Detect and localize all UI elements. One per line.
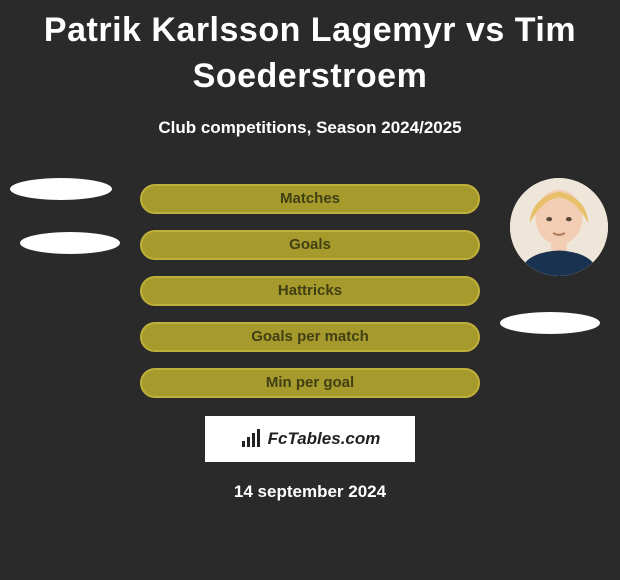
stat-label: Goals bbox=[289, 236, 331, 253]
stat-bar-matches: Matches bbox=[140, 184, 480, 214]
stat-label: Hattricks bbox=[278, 282, 342, 299]
player-avatar-right bbox=[510, 178, 608, 276]
page-title: Patrik Karlsson Lagemyr vs Tim Soederstr… bbox=[0, 8, 620, 100]
date-label: 14 september 2024 bbox=[0, 482, 620, 502]
stat-bar-hattricks: Hattricks bbox=[140, 276, 480, 306]
stat-label: Goals per match bbox=[251, 328, 369, 345]
stat-bar-goals-per-match: Goals per match bbox=[140, 322, 480, 352]
stat-bar-goals: Goals bbox=[140, 230, 480, 260]
stat-label: Min per goal bbox=[266, 374, 354, 391]
value-ellipse-left-1 bbox=[10, 178, 112, 200]
value-ellipse-right-1 bbox=[500, 312, 600, 334]
bar-chart-icon bbox=[240, 429, 266, 449]
avatar-placeholder-icon bbox=[510, 178, 608, 276]
site-logo: FcTables.com bbox=[205, 416, 415, 462]
stat-bar-min-per-goal: Min per goal bbox=[140, 368, 480, 398]
value-ellipse-left-2 bbox=[20, 232, 120, 254]
subtitle: Club competitions, Season 2024/2025 bbox=[0, 118, 620, 138]
logo-text: FcTables.com bbox=[268, 429, 381, 449]
stat-label: Matches bbox=[280, 190, 340, 207]
